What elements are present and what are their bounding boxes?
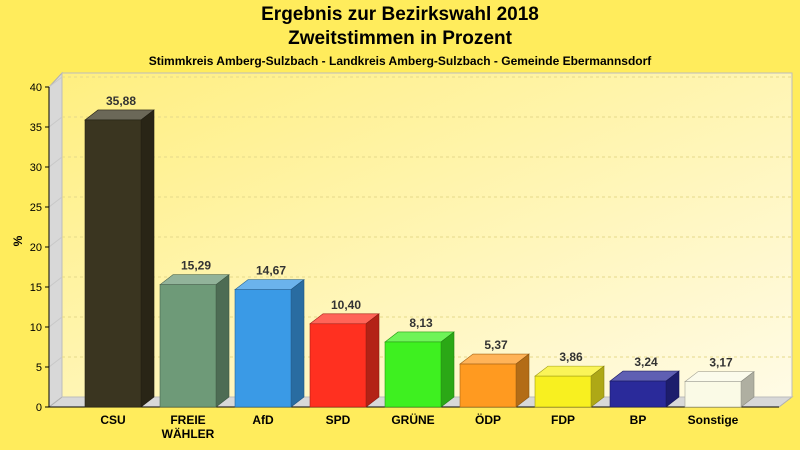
x-tick-label: AfD: [252, 413, 274, 427]
x-tick-label: Sonstige: [688, 413, 739, 427]
x-tick-label: FDP: [551, 413, 575, 427]
gridline-side: [48, 116, 63, 128]
bar-front: [234, 289, 292, 408]
bar-5: 8,13: [384, 316, 455, 408]
gridline-side: [48, 236, 63, 248]
bar-side: [365, 313, 380, 408]
x-tick-label: BP: [630, 413, 647, 427]
chart-subtitle: Stimmkreis Amberg-Sulzbach - Landkreis A…: [148, 54, 652, 68]
bar-value-label: 5,37: [484, 338, 508, 352]
bar-value-label: 8,13: [409, 316, 433, 330]
bar-7: 3,86: [534, 350, 605, 408]
y-tick-label: 30: [30, 162, 42, 174]
bar-3: 14,67: [234, 264, 305, 408]
x-axis-labels: CSU FREIE WÄHLER AfD SPD GRÜNE ÖDP FDP BP Sonstig…: [100, 412, 738, 441]
bar-front: [684, 381, 742, 408]
bar-side: [215, 274, 230, 408]
x-tick-label: SPD: [326, 413, 351, 427]
y-tick-label: 15: [30, 282, 42, 294]
gridline-side: [48, 156, 63, 168]
bar-1: 35,88: [84, 94, 155, 408]
bars: 35,88 15,29 14,67 10,40 8,13 5,37 3,86 3,24 3,17: [84, 94, 755, 408]
y-tick-label: 10: [30, 322, 42, 334]
x-tick-label: FREIE WÄHLER: [162, 413, 215, 441]
x-tick-label: ÖDP: [475, 412, 501, 427]
gridline-side: [48, 76, 63, 88]
bar-6: 5,37: [459, 338, 530, 408]
bar-side: [290, 279, 305, 408]
bar-8: 3,24: [609, 355, 680, 408]
bar-front: [534, 375, 592, 408]
bar-4: 10,40: [309, 298, 380, 408]
x-tick-label: GRÜNE: [391, 412, 434, 427]
gridline-side: [48, 356, 63, 368]
gridline-side: [48, 196, 63, 208]
y-axis-label: %: [11, 235, 25, 246]
bar-9: 3,17: [684, 356, 755, 408]
chart-side-wall: [48, 71, 63, 409]
y-tick-label: 20: [30, 242, 42, 254]
chart-title: Ergebnis zur Bezirkswahl 2018: [261, 4, 539, 25]
x-tick-label: CSU: [100, 413, 125, 427]
bar-value-label: 14,67: [256, 264, 286, 278]
bar-front: [609, 380, 667, 408]
bar-value-label: 15,29: [181, 259, 211, 273]
bar-front: [159, 284, 217, 408]
bar-front: [84, 119, 142, 408]
bar-front: [309, 323, 367, 408]
bar-side: [440, 331, 455, 408]
y-tick-label: 35: [30, 122, 42, 134]
y-tick-label: 5: [36, 362, 42, 374]
y-tick-label: 0: [36, 402, 42, 414]
bar-value-label: 10,40: [331, 298, 361, 312]
bar-front: [459, 363, 517, 408]
bar-value-label: 3,17: [709, 356, 733, 370]
gridline-side: [48, 276, 63, 288]
y-tick-label: 25: [30, 202, 42, 214]
bar-value-label: 35,88: [106, 94, 136, 108]
bar-front: [384, 341, 442, 408]
bar-value-label: 3,86: [559, 350, 583, 364]
bar-2: 15,29: [159, 259, 230, 408]
y-tick-label: 40: [30, 82, 42, 94]
bar-value-label: 3,24: [634, 355, 658, 369]
gridline-side: [48, 316, 63, 328]
bar-side: [140, 109, 155, 408]
chart-title-line2: Zweitstimmen in Prozent: [288, 28, 512, 49]
